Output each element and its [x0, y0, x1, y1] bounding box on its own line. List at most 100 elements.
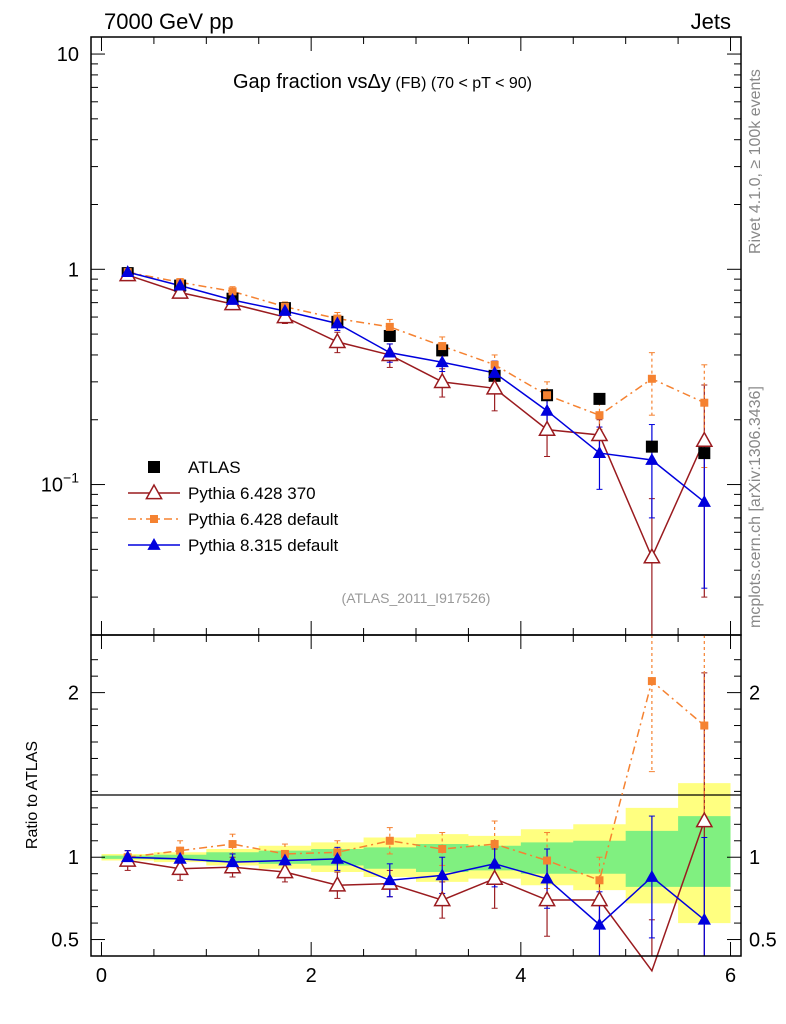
- series-1-point: [485, 378, 504, 395]
- title-main: Gap fraction vs: [233, 71, 368, 93]
- series-3-point: [697, 494, 711, 507]
- series-1-ratio-point: [433, 890, 452, 907]
- analysis-id-label: (ATLAS_2011_I917526): [342, 590, 491, 606]
- series-3-ratio-point: [645, 869, 659, 882]
- series-3-ratio-point: [278, 853, 292, 866]
- atlas-point: [383, 329, 396, 342]
- series-1-point: [171, 282, 189, 299]
- x-tick-label: 6: [725, 965, 736, 987]
- title-range: (70 < pT < 90): [431, 75, 532, 92]
- legend-item-3-label: Pythia 8.315 default: [188, 536, 339, 555]
- y-tick-label-main: 10: [57, 44, 79, 66]
- series-1-point: [328, 332, 347, 349]
- x-tick-label: 0: [96, 965, 107, 987]
- series-3-point: [173, 278, 187, 291]
- y-tick-label-ratio: 2: [68, 683, 79, 705]
- series-2-ratio-point: [543, 856, 552, 865]
- series-2-point: [700, 398, 709, 407]
- main-axis-ticks: 10 1 10−1: [41, 37, 741, 636]
- series-2-ratio-point: [228, 840, 237, 849]
- series-3-point: [592, 446, 607, 458]
- series-1-point: [538, 420, 556, 436]
- series-2-ratio-line: [127, 679, 705, 882]
- series-3-point: [487, 365, 502, 378]
- series-2-ratio-point: [438, 845, 447, 853]
- series-3-point: [540, 403, 554, 416]
- rivet-version-label: Rivet 4.1.0, ≥ 100k events: [747, 69, 764, 254]
- series-2-point: [647, 374, 656, 383]
- legend-item-1-marker: [145, 483, 163, 500]
- title-suffix: (FB): [391, 75, 431, 92]
- x-tick-label: 2: [306, 965, 317, 987]
- atlas-point: [698, 447, 711, 460]
- series-2-point: [595, 411, 604, 420]
- ratio-band-green: [101, 816, 731, 887]
- legend-item-0-label: ATLAS: [188, 458, 241, 477]
- series-1-point: [643, 547, 661, 564]
- atlas-point: [645, 440, 658, 453]
- series-1-point: [590, 425, 609, 442]
- series-2-point: [490, 360, 499, 369]
- header-category: Jets: [691, 9, 731, 34]
- main-series-layer: [118, 265, 714, 636]
- series-1-ratio-point: [590, 890, 609, 907]
- legend-item-3-marker: [147, 538, 161, 550]
- series-1-ratio-point: [485, 869, 504, 885]
- y-tick-label-main: 1: [68, 259, 79, 281]
- series-1-ratio-point: [171, 859, 189, 876]
- series-3-ratio-point: [435, 868, 449, 881]
- mcplots-label: mcplots.cern.ch [arXiv:1306.3436]: [747, 386, 764, 628]
- series-1-ratio-point: [276, 862, 294, 879]
- y-tick-label-ratio-right: 1: [749, 847, 760, 869]
- legend-item-0-marker: [148, 461, 160, 473]
- series-2-ratio-point: [700, 721, 709, 730]
- ratio-axis-ticks: 2 2 1 1 0.5 0.5: [51, 635, 777, 957]
- legend-item-1-label: Pythia 6.428 370: [188, 484, 316, 503]
- series-3-ratio-point: [330, 851, 345, 864]
- series-3-ratio-point: [697, 912, 711, 925]
- series-3-point: [278, 304, 292, 316]
- series-3-ratio-point: [592, 917, 607, 930]
- series-3-ratio-point: [487, 856, 502, 869]
- series-1-ratio-point: [538, 890, 556, 907]
- series-2-line: [127, 271, 705, 417]
- series-2-ratio-point: [176, 846, 185, 855]
- series-3-point: [645, 453, 659, 465]
- y-tick-label-ratio-right: 0.5: [749, 930, 777, 952]
- series-3-point: [383, 345, 397, 358]
- series-2-point: [228, 287, 237, 296]
- y-tick-label-ratio-right: 2: [749, 683, 760, 705]
- series-1-point: [695, 431, 714, 447]
- series-3-ratio-point: [540, 871, 554, 884]
- series-3-ratio-point: [225, 855, 240, 868]
- x-tick-label: 4: [515, 965, 526, 987]
- series-1-ratio-point: [695, 811, 714, 828]
- series-3-point: [121, 265, 135, 278]
- series-1-ratio-point: [328, 875, 347, 892]
- series-2-ratio-point: [647, 677, 656, 686]
- atlas-point: [593, 392, 606, 405]
- y-tick-label-ratio: 0.5: [51, 930, 79, 952]
- chart-title: Gap fraction vsΔy (FB) (70 < pT < 90): [233, 71, 532, 93]
- header-energy: 7000 GeV pp: [104, 9, 234, 34]
- legend-item-2-marker: [150, 515, 158, 523]
- series-2-ratio-point: [385, 836, 394, 845]
- x-axis-ticks: 0 2 4 6: [96, 965, 736, 987]
- ratio-panel: 2 2 1 1 0.5 0.5 0 2 4 6 Ratio to ATLAS: [24, 634, 777, 987]
- series-3-ratio-point: [383, 873, 397, 886]
- series-3-point: [330, 316, 345, 329]
- title-delta: Δy: [368, 71, 391, 93]
- ratio-uncertainty-bands: [101, 783, 731, 924]
- series-1-line: [127, 274, 705, 560]
- legend-item-2-label: Pythia 6.428 default: [188, 510, 339, 529]
- main-panel: 10 1 10−1 Gap fraction vsΔy (FB) (70 < pT …: [41, 36, 742, 636]
- series-2-ratio-point: [595, 876, 604, 885]
- series-1-point: [433, 372, 452, 389]
- series-2-point: [385, 322, 394, 331]
- series-3-ratio-point: [173, 851, 187, 864]
- ratio-axis-label: Ratio to ATLAS: [24, 741, 41, 849]
- series-2-point: [438, 342, 447, 351]
- series-3-point: [225, 293, 240, 305]
- series-2-ratio-point: [490, 840, 499, 849]
- series-1-ratio-line: [127, 820, 706, 973]
